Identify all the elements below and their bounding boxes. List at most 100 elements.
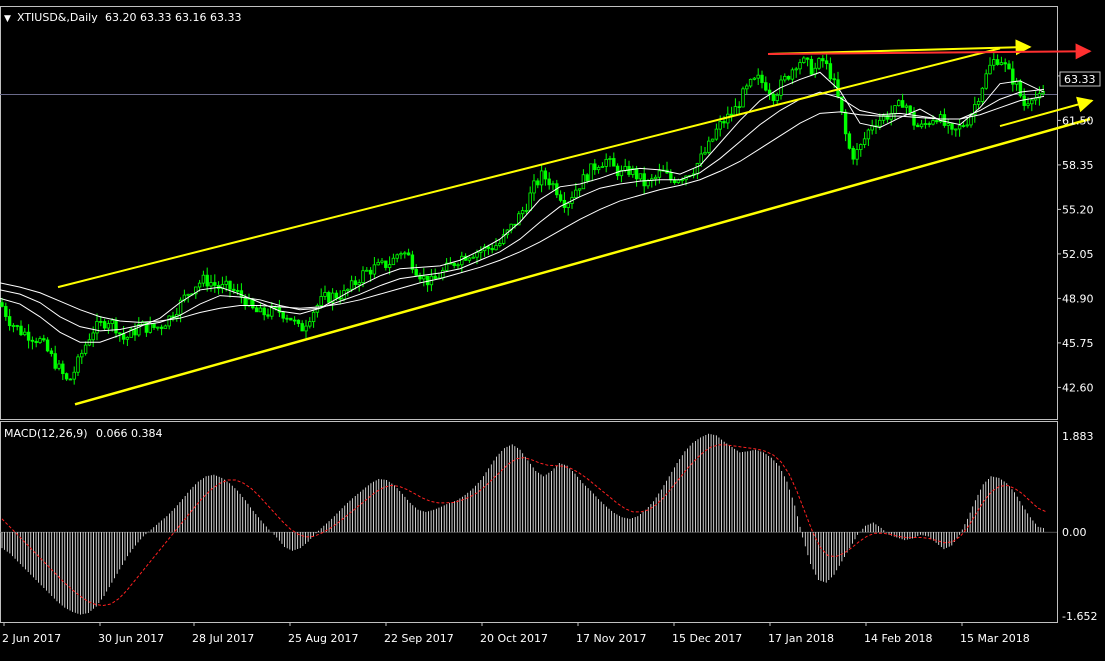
- candle-body: [346, 288, 350, 291]
- price-series-layer: [0, 39, 1094, 406]
- candle-body: [235, 290, 240, 292]
- candle-body: [859, 144, 863, 150]
- candle-body: [444, 262, 449, 271]
- candle-body: [129, 328, 133, 338]
- candle-body: [292, 319, 297, 322]
- candle-body: [380, 260, 384, 263]
- chart-symbol: XTIUSD&,Daily: [17, 11, 98, 24]
- candle-body: [703, 151, 707, 155]
- candle-body: [992, 59, 996, 66]
- candle-body: [501, 234, 506, 244]
- candle-body: [669, 172, 673, 181]
- candle-body: [1003, 62, 1007, 65]
- candle-body: [904, 105, 909, 108]
- candle-body: [467, 257, 472, 261]
- upper-channel-line: [57, 47, 1001, 289]
- candle-body: [133, 328, 137, 336]
- candle-body: [289, 317, 293, 321]
- candle-body: [361, 270, 365, 284]
- candle-body: [201, 274, 206, 284]
- candle-body: [847, 133, 852, 149]
- candle-body: [707, 140, 711, 153]
- candle-body: [49, 350, 54, 355]
- candle-body: [676, 179, 681, 183]
- candle-body: [752, 77, 757, 80]
- candle-body: [710, 138, 715, 142]
- candle-body: [34, 340, 38, 343]
- candle-body: [1007, 63, 1011, 70]
- time-axis-label: 22 Sep 2017: [384, 632, 454, 645]
- candle-body: [832, 78, 836, 81]
- candle-body: [406, 252, 411, 256]
- candle-body: [273, 306, 278, 309]
- candle-body: [7, 316, 12, 327]
- candle-body: [285, 317, 289, 320]
- candle-body: [30, 339, 35, 342]
- candle-body: [935, 120, 939, 123]
- candle-body: [733, 106, 738, 116]
- candle-body: [338, 297, 342, 300]
- candles: [0, 52, 1045, 385]
- candle-body: [642, 173, 646, 187]
- candle-body: [53, 353, 57, 369]
- candle-body: [783, 75, 787, 81]
- candle-body: [954, 128, 958, 131]
- candle-body: [330, 292, 335, 303]
- candle-body: [543, 170, 548, 180]
- candle-body: [1037, 93, 1042, 99]
- candle-body: [608, 158, 612, 160]
- candle-body: [790, 69, 795, 80]
- time-axis-label: 14 Feb 2018: [864, 632, 932, 645]
- candle-body: [0, 302, 4, 307]
- candle-body: [916, 124, 920, 128]
- candle-body: [881, 115, 886, 121]
- candle-body: [1022, 95, 1026, 106]
- candle-body: [699, 153, 703, 164]
- candle-body: [984, 73, 988, 89]
- candle-body: [851, 147, 855, 160]
- candle-body: [980, 87, 985, 102]
- candle-body: [927, 123, 931, 125]
- candle-body: [771, 93, 776, 101]
- price-axis-label: 58.35: [1062, 159, 1094, 172]
- candle-body: [80, 352, 84, 358]
- candle-body: [855, 149, 859, 160]
- candle-body: [798, 62, 802, 70]
- collapse-arrow-icon[interactable]: ▼: [4, 14, 11, 24]
- candle-body: [410, 254, 415, 270]
- candle-body: [988, 64, 992, 75]
- time-axis-label: 15 Mar 2018: [960, 632, 1030, 645]
- candle-body: [695, 163, 700, 175]
- last-price-tag: 63.33: [1059, 71, 1101, 87]
- candle-body: [802, 57, 806, 63]
- candle-body: [737, 106, 741, 108]
- candle-body: [11, 325, 16, 327]
- candle-body: [893, 105, 897, 114]
- candle-body: [110, 319, 114, 324]
- candle-body: [976, 101, 981, 105]
- candle-body: [536, 180, 540, 186]
- candle-body: [441, 269, 445, 279]
- candle-body: [99, 321, 103, 323]
- candle-body: [1030, 99, 1034, 105]
- candle-body: [178, 299, 183, 315]
- candle-body: [15, 325, 19, 327]
- candle-body: [368, 269, 373, 275]
- candle-body: [539, 170, 544, 186]
- price-panel-frame: [0, 6, 1058, 420]
- candle-body: [653, 176, 658, 180]
- macd-axis-label: 0.00: [1062, 526, 1087, 539]
- candle-body: [585, 174, 589, 182]
- candle-body: [957, 125, 962, 130]
- candle-body: [114, 319, 118, 334]
- candle-body: [532, 180, 536, 194]
- time-axis-label: 17 Jan 2018: [768, 632, 834, 645]
- candle-body: [304, 325, 308, 332]
- candle-body: [999, 62, 1004, 65]
- candle-body: [1011, 68, 1015, 85]
- candle-body: [520, 210, 525, 215]
- candle-body: [908, 105, 912, 113]
- candle-body: [300, 323, 304, 332]
